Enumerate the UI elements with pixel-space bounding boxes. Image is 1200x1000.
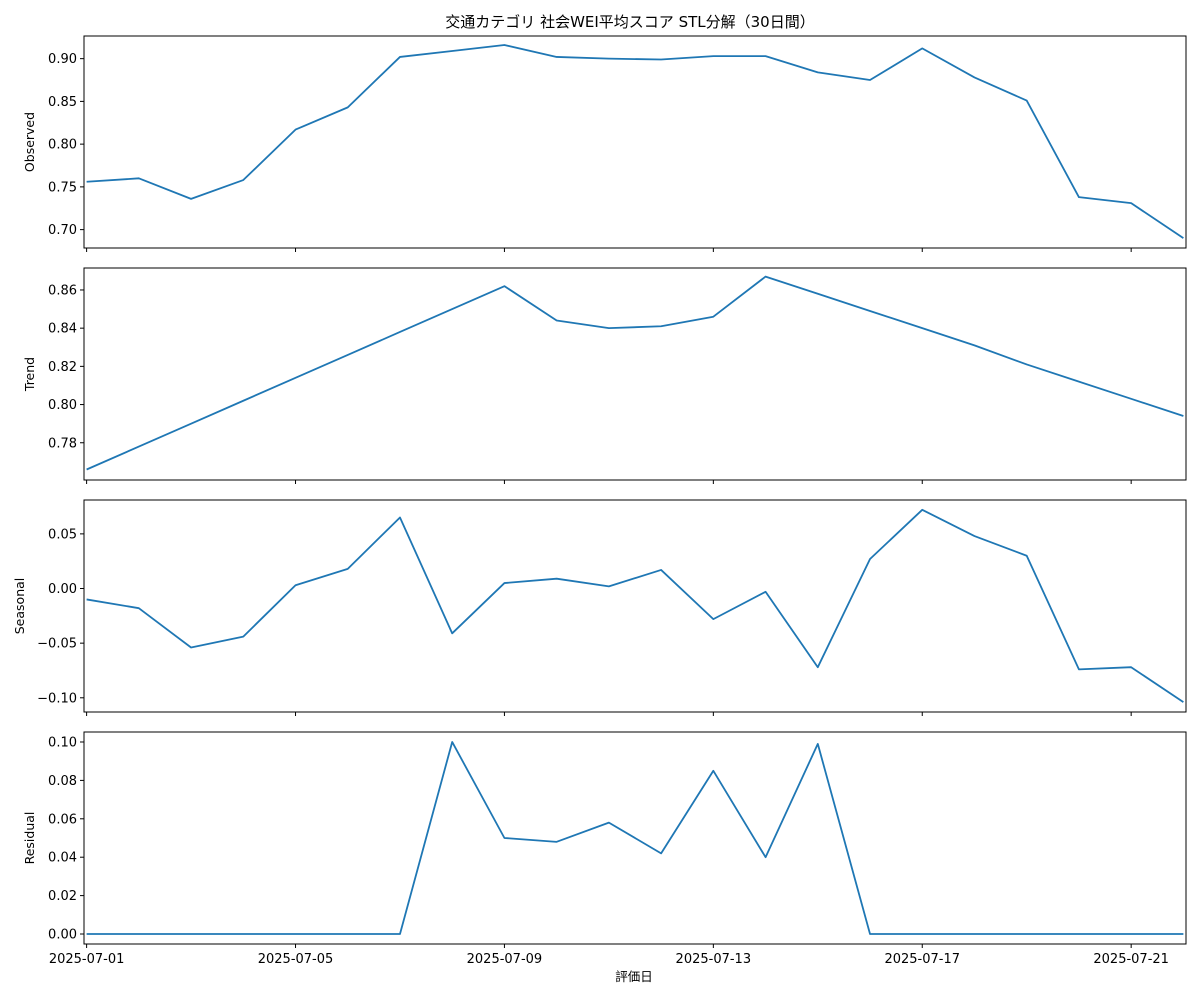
x-tick-label: 2025-07-05 <box>258 952 334 967</box>
trend-y-axis-label: Trend <box>22 357 37 392</box>
observed-y-tick-label: 0.90 <box>48 52 77 67</box>
observed-series-line <box>86 44 1184 239</box>
residual-y-tick-label: 0.00 <box>48 928 77 943</box>
x-tick-label: 2025-07-01 <box>49 952 125 967</box>
seasonal-y-tick-label: 0.05 <box>48 527 77 542</box>
panel-seasonal: −0.10 −0.05 0.00 0.05 Seasonal <box>12 499 1187 716</box>
panel-residual: 0.00 0.02 0.04 0.06 0.08 0.10 2025-07-01 2025-0… <box>22 731 1187 967</box>
x-tick-label: 2025-07-13 <box>676 952 752 967</box>
observed-plot-frame <box>83 35 1187 249</box>
trend-y-tick-label: 0.82 <box>48 360 77 375</box>
trend-plot-frame <box>83 267 1187 481</box>
panels: 0.70 0.75 0.80 0.85 0.90 Observed 0.78 0.80 0.82… <box>12 35 1187 967</box>
x-tick-label: 2025-07-17 <box>884 952 960 967</box>
observed-y-tick-label: 0.75 <box>48 180 77 195</box>
x-tick-label: 2025-07-21 <box>1093 952 1169 967</box>
residual-y-tick-label: 0.10 <box>48 735 77 750</box>
residual-series-line <box>86 741 1184 935</box>
trend-y-tick-label: 0.84 <box>48 322 77 337</box>
residual-y-axis-label: Residual <box>22 812 37 865</box>
panel-observed: 0.70 0.75 0.80 0.85 0.90 Observed <box>22 35 1187 252</box>
trend-series-line <box>86 275 1184 471</box>
observed-y-tick-label: 0.85 <box>48 95 77 110</box>
x-tick-label: 2025-07-09 <box>467 952 543 967</box>
trend-y-tick-label: 0.86 <box>48 283 77 298</box>
observed-y-tick-label: 0.70 <box>48 223 77 238</box>
residual-y-tick-label: 0.02 <box>48 889 77 904</box>
seasonal-y-tick-label: 0.00 <box>48 582 77 597</box>
residual-plot-frame <box>83 731 1187 945</box>
residual-y-tick-label: 0.08 <box>48 774 77 789</box>
seasonal-y-tick-label: −0.10 <box>37 691 77 706</box>
trend-y-tick-label: 0.80 <box>48 398 77 413</box>
observed-y-axis-label: Observed <box>22 112 37 172</box>
panel-trend: 0.78 0.80 0.82 0.84 0.86 Trend <box>22 267 1187 484</box>
x-axis-label: 評価日 <box>615 969 653 984</box>
seasonal-y-tick-label: −0.05 <box>37 637 77 652</box>
seasonal-series-line <box>86 508 1184 703</box>
observed-y-tick-label: 0.80 <box>48 138 77 153</box>
residual-y-tick-label: 0.06 <box>48 812 77 827</box>
seasonal-y-axis-label: Seasonal <box>12 578 27 635</box>
chart-title: 交通カテゴリ 社会WEI平均スコア STL分解（30日間） <box>445 13 814 31</box>
seasonal-plot-frame <box>83 499 1187 713</box>
trend-y-tick-label: 0.78 <box>48 436 77 451</box>
residual-y-tick-label: 0.04 <box>48 851 77 866</box>
